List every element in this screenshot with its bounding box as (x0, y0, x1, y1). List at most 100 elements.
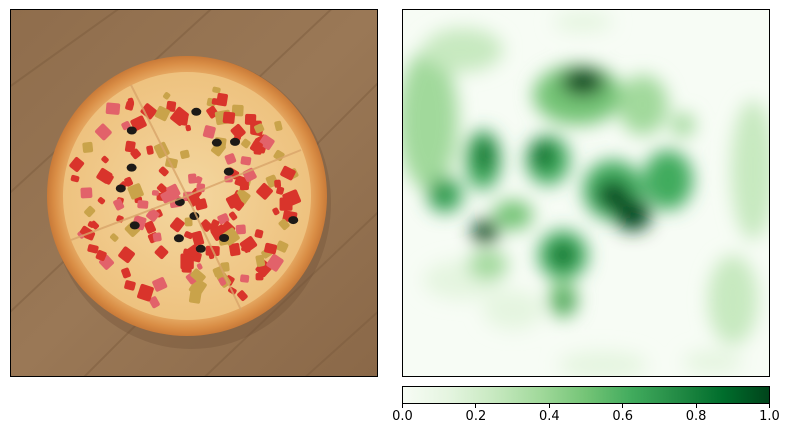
topping (166, 100, 177, 112)
topping (140, 103, 157, 120)
topping (274, 179, 282, 188)
attribution-heatmap (402, 9, 770, 377)
topping (222, 111, 236, 124)
topping (154, 245, 169, 260)
colorbar-tick (402, 404, 403, 408)
topping (239, 236, 258, 253)
topping (121, 267, 131, 279)
topping (188, 173, 197, 184)
topping (230, 123, 246, 140)
topping (146, 145, 154, 155)
topping (276, 186, 285, 195)
topping (95, 249, 107, 262)
topping (191, 230, 205, 247)
colorbar-tick (475, 404, 477, 408)
colorbar-tick-label: 0.0 (392, 409, 413, 424)
topping (272, 207, 280, 216)
olive (126, 126, 137, 135)
pizza-toppings (69, 86, 302, 309)
olive (223, 167, 234, 176)
topping (69, 157, 85, 172)
topping (255, 272, 264, 281)
topping (124, 176, 134, 187)
colorbar-tick (695, 404, 697, 408)
topping (118, 246, 135, 264)
topping (211, 219, 220, 228)
topping (113, 198, 125, 211)
olive (129, 221, 140, 230)
topping (254, 229, 264, 239)
topping (151, 190, 159, 196)
topping (196, 263, 203, 270)
colorbar-tick-label: 1.0 (759, 409, 780, 424)
topping (158, 166, 169, 177)
topping (250, 140, 263, 154)
topping (228, 242, 241, 257)
olive (173, 234, 184, 243)
topping (184, 231, 194, 240)
topping (80, 187, 93, 199)
topping (90, 220, 100, 230)
colorbar-tick-label: 0.4 (538, 409, 560, 424)
topping (212, 86, 221, 94)
topping (124, 140, 136, 153)
topping (237, 290, 248, 301)
topping (148, 296, 160, 309)
topping (137, 200, 149, 209)
topping (170, 106, 189, 126)
topping (279, 197, 293, 211)
colorbar-tick (548, 404, 550, 408)
topping (256, 183, 273, 200)
topping (87, 244, 99, 254)
colorbar-tick-label: 0.8 (685, 409, 707, 424)
topping (152, 277, 168, 292)
topping (163, 92, 171, 100)
topping (127, 183, 144, 200)
topping (70, 174, 80, 183)
olive (219, 233, 230, 242)
topping (190, 268, 206, 284)
topping (280, 165, 296, 181)
olive (211, 138, 222, 147)
topping (146, 208, 160, 222)
olive (195, 244, 206, 253)
colorbar (402, 386, 770, 404)
topping (79, 225, 93, 238)
topping (195, 176, 203, 184)
colorbar-tick (622, 404, 624, 408)
topping (241, 138, 251, 149)
topping (137, 283, 154, 302)
topping (82, 141, 94, 153)
topping (144, 220, 156, 234)
olive (230, 137, 241, 146)
pizza-photo (10, 9, 378, 377)
heatmap-drawing (403, 10, 769, 376)
topping (224, 153, 237, 165)
topping (96, 168, 113, 184)
topping (124, 280, 136, 291)
olive (288, 216, 299, 225)
topping (156, 183, 168, 194)
topping (152, 232, 162, 242)
topping (274, 120, 283, 131)
colorbar-tick (769, 404, 770, 408)
topping (101, 155, 109, 164)
topping (216, 93, 228, 107)
topping (184, 217, 193, 227)
topping (218, 277, 227, 286)
topping (127, 97, 135, 105)
topping (170, 217, 185, 233)
topping (225, 193, 242, 209)
topping (254, 123, 265, 134)
topping (211, 98, 219, 105)
topping (97, 197, 106, 205)
olive (191, 107, 202, 116)
topping (95, 123, 112, 141)
topping (235, 224, 246, 235)
topping (240, 274, 250, 283)
topping (188, 290, 202, 304)
topping (255, 254, 266, 267)
topping (185, 124, 192, 132)
topping (266, 253, 284, 272)
topping (84, 205, 96, 218)
